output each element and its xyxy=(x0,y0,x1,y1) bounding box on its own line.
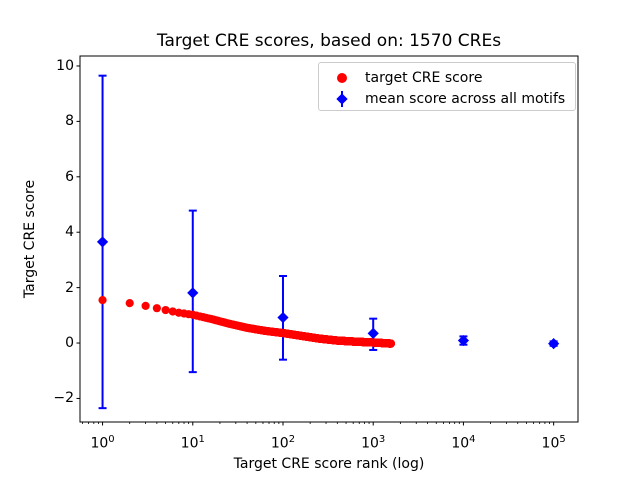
legend-blue-diamond-errorbar-icon xyxy=(319,89,365,109)
y-axis-label: Target CRE score xyxy=(22,179,38,299)
x-tick-label: 102 xyxy=(270,434,296,452)
axis-ticks xyxy=(76,65,555,426)
y-tick-label: 10 xyxy=(56,57,74,74)
x-axis-label: Target CRE score rank (log) xyxy=(233,456,425,472)
y-tick-label: −2 xyxy=(53,390,74,407)
y-tick-label: 2 xyxy=(65,279,74,296)
x-tick-label: 100 xyxy=(90,434,115,452)
legend-red-dot-icon xyxy=(319,68,365,88)
y-tick-label: 4 xyxy=(65,224,74,241)
legend-label-mean-score: mean score across all motifs xyxy=(365,91,566,107)
x-tick-label: 101 xyxy=(180,434,205,452)
x-tick-label: 104 xyxy=(451,434,476,452)
legend-label-target-score: target CRE score xyxy=(365,70,483,86)
legend-box: target CRE score mean score across all m… xyxy=(318,62,576,111)
plot-frame xyxy=(79,55,579,423)
y-tick-label: 6 xyxy=(65,168,74,185)
x-tick-label: 103 xyxy=(361,434,386,452)
errorbar-series xyxy=(98,74,558,410)
y-tick-label: 0 xyxy=(65,335,74,352)
legend-entry-target-score: target CRE score xyxy=(319,68,575,88)
legend-entry-mean-score: mean score across all motifs xyxy=(319,89,575,109)
chart-title: Target CRE scores, based on: 1570 CREs xyxy=(156,31,502,51)
x-tick-label: 105 xyxy=(541,434,566,452)
y-tick-label: 8 xyxy=(65,113,74,130)
mean-score-diamond-markers xyxy=(96,236,560,350)
target-score-scatter-series xyxy=(98,295,395,348)
